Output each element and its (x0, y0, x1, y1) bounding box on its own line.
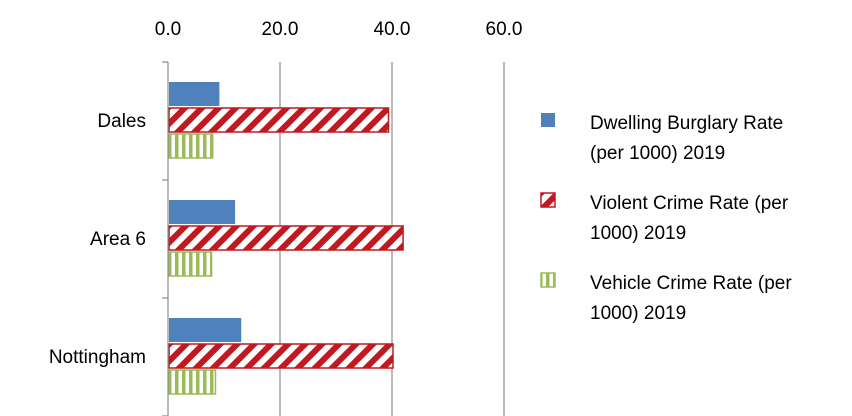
bar (168, 133, 214, 159)
legend-label: Violent Crime Rate (per (590, 193, 789, 214)
bar (169, 82, 220, 106)
legend-swatch (541, 113, 555, 127)
legend-swatch (540, 192, 556, 208)
x-tick-label: 20.0 (262, 19, 299, 40)
legend-swatch (540, 272, 556, 288)
category-label: Nottingham (49, 347, 146, 368)
axes (162, 61, 169, 416)
bar (168, 343, 394, 369)
labels: 0.0 20.0 40.0 60.0 Dales Area 6 Nottingham (49, 19, 523, 368)
bar (168, 225, 404, 251)
x-tick-label: 60.0 (486, 19, 523, 40)
legend: Dwelling Burglary Rate (per 1000) 2019 Vio… (540, 113, 792, 324)
legend-label: Dwelling Burglary Rate (590, 113, 783, 134)
category-label: Area 6 (90, 229, 146, 250)
bar (169, 200, 236, 224)
bar (168, 369, 217, 395)
bar (168, 107, 390, 133)
legend-label: Vehicle Crime Rate (per (590, 273, 792, 294)
legend-label: 1000) 2019 (590, 223, 686, 244)
bars (168, 82, 404, 395)
x-tick-label: 40.0 (374, 19, 411, 40)
legend-label: (per 1000) 2019 (590, 143, 725, 164)
legend-label: 1000) 2019 (590, 303, 686, 324)
bar (168, 251, 213, 277)
bar (169, 318, 242, 342)
x-tick-label: 0.0 (155, 19, 181, 40)
category-label: Dales (97, 111, 146, 132)
